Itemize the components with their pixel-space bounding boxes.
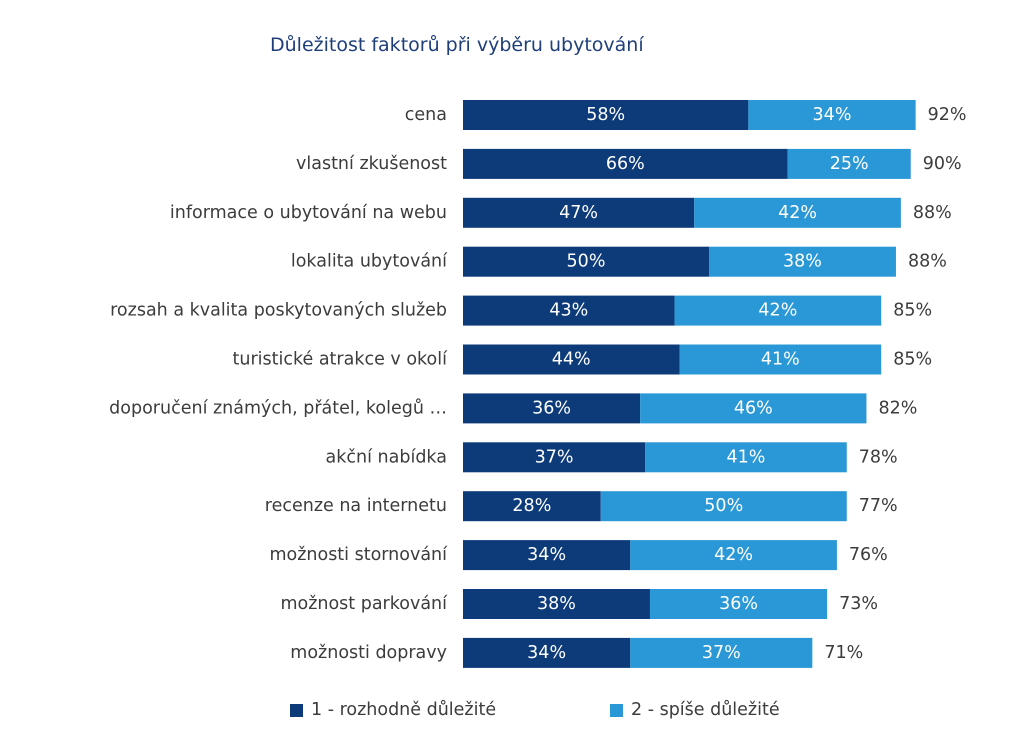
legend-swatch-series-2 bbox=[610, 703, 623, 717]
category-label: možnost parkování bbox=[280, 594, 448, 614]
legend-item-series-2: 2 - spíše důležité bbox=[610, 700, 780, 720]
data-label-series-1: 44% bbox=[552, 350, 591, 370]
data-label-series-2: 41% bbox=[726, 447, 765, 467]
category-label: doporučení známých, přátel, kolegů … bbox=[109, 398, 447, 418]
data-label-series-1: 28% bbox=[512, 496, 551, 516]
data-label-series-1: 43% bbox=[549, 301, 588, 321]
bar-segment-series-1 bbox=[463, 491, 601, 522]
data-label-series-2: 37% bbox=[702, 643, 741, 663]
legend: 1 - rozhodně důležité 2 - spíše důležité bbox=[0, 700, 1024, 726]
data-label-series-1: 47% bbox=[559, 203, 598, 223]
bar-segment-series-1 bbox=[463, 246, 709, 277]
data-label-series-2: 46% bbox=[734, 398, 773, 418]
bar-segment-series-1 bbox=[463, 540, 631, 571]
bar-segment-series-1 bbox=[463, 197, 695, 228]
data-label-series-2: 25% bbox=[830, 154, 869, 174]
data-label-series-2: 42% bbox=[778, 203, 817, 223]
total-label: 88% bbox=[908, 252, 947, 272]
data-label-series-2: 50% bbox=[704, 496, 743, 516]
stacked-bar-chart: cena 58% 34% 92% vlastní zkušenost 66% 25% 90% i… bbox=[109, 100, 967, 668]
bar-segment-series-2 bbox=[694, 197, 901, 228]
data-label-series-1: 38% bbox=[537, 594, 576, 614]
data-label-series-1: 36% bbox=[532, 398, 571, 418]
bar-segment-series-2 bbox=[787, 148, 911, 179]
category-label: akční nabídka bbox=[326, 447, 447, 467]
category-label: možnosti stornování bbox=[269, 545, 448, 565]
data-label-series-2: 42% bbox=[758, 301, 797, 321]
data-label-series-1: 50% bbox=[567, 252, 606, 272]
bar-segment-series-2 bbox=[674, 295, 882, 326]
category-label: cena bbox=[405, 105, 447, 125]
bar-segment-series-2 bbox=[640, 393, 867, 424]
total-label: 77% bbox=[859, 496, 898, 516]
data-label-series-1: 58% bbox=[586, 105, 625, 125]
data-label-series-1: 66% bbox=[606, 154, 645, 174]
total-label: 85% bbox=[893, 350, 932, 370]
total-label: 88% bbox=[913, 203, 952, 223]
category-label: turistické atrakce v okolí bbox=[233, 350, 449, 370]
legend-label-series-2: 2 - spíše důležité bbox=[631, 700, 780, 720]
bar-segment-series-2 bbox=[679, 344, 882, 375]
bar-segment-series-1 bbox=[463, 295, 675, 326]
data-label-series-1: 34% bbox=[527, 643, 566, 663]
bar-segment-series-2 bbox=[709, 246, 896, 277]
bar-segment-series-2 bbox=[748, 100, 916, 130]
category-label: rozsah a kvalita poskytovaných služeb bbox=[110, 301, 447, 321]
legend-swatch-series-1 bbox=[290, 703, 303, 717]
bar-segment-series-1 bbox=[463, 393, 641, 424]
chart-title: Důležitost faktorů při výběru ubytování bbox=[270, 34, 644, 56]
bar-segment-series-1 bbox=[463, 344, 680, 375]
category-label: informace o ubytování na webu bbox=[170, 203, 447, 223]
total-label: 76% bbox=[849, 545, 888, 565]
bar-segment-series-1 bbox=[463, 100, 749, 130]
total-label: 78% bbox=[859, 447, 898, 467]
bar-segment-series-2 bbox=[649, 589, 828, 619]
legend-label-series-1: 1 - rozhodně důležité bbox=[311, 700, 497, 720]
legend-item-series-1: 1 - rozhodně důležité bbox=[290, 700, 496, 720]
data-label-series-2: 41% bbox=[761, 350, 800, 370]
total-label: 90% bbox=[923, 154, 962, 174]
total-label: 92% bbox=[928, 105, 967, 125]
total-label: 85% bbox=[893, 301, 932, 321]
total-label: 71% bbox=[824, 643, 863, 663]
bar-segment-series-1 bbox=[463, 442, 646, 473]
bar-segment-series-2 bbox=[630, 637, 813, 668]
data-label-series-1: 34% bbox=[527, 545, 566, 565]
total-label: 73% bbox=[839, 594, 878, 614]
bar-segment-series-2 bbox=[630, 540, 837, 571]
category-label: recenze na internetu bbox=[265, 496, 447, 516]
bar-segment-series-1 bbox=[463, 589, 650, 619]
bar-segment-series-1 bbox=[463, 637, 631, 668]
data-label-series-2: 34% bbox=[813, 105, 852, 125]
bar-segment-series-1 bbox=[463, 148, 788, 179]
data-label-series-1: 37% bbox=[535, 447, 574, 467]
bar-segment-series-2 bbox=[600, 491, 847, 522]
category-label: lokalita ubytování bbox=[291, 252, 448, 272]
total-label: 82% bbox=[878, 398, 917, 418]
category-label: vlastní zkušenost bbox=[296, 154, 447, 174]
bar-segment-series-2 bbox=[645, 442, 847, 473]
data-label-series-2: 36% bbox=[719, 594, 758, 614]
data-label-series-2: 38% bbox=[783, 252, 822, 272]
category-label: možnosti dopravy bbox=[290, 643, 447, 663]
data-label-series-2: 42% bbox=[714, 545, 753, 565]
